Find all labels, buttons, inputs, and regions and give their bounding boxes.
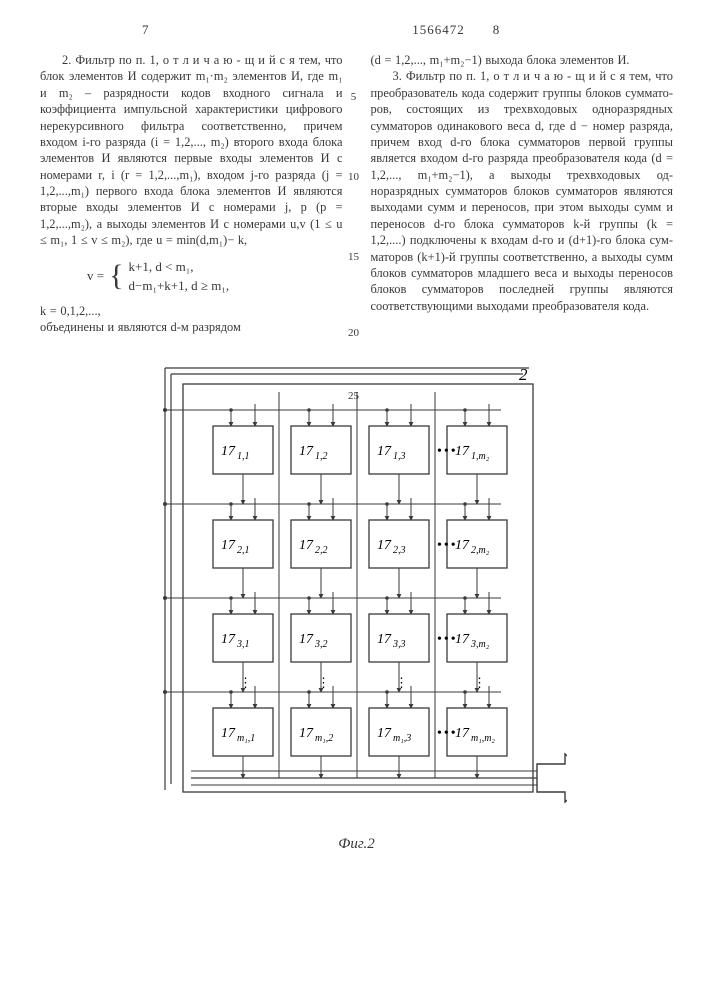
svg-text:17: 17 bbox=[221, 726, 236, 741]
svg-text:⋮: ⋮ bbox=[239, 675, 252, 690]
k-line: k = 0,1,2,..., bbox=[40, 303, 343, 319]
right-lead: (d = 1,2,..., m₁+m₂−1) выхода блока элем… bbox=[371, 52, 674, 68]
svg-text:3,3: 3,3 bbox=[392, 639, 406, 650]
svg-text:17: 17 bbox=[299, 726, 314, 741]
svg-text:3,m₂: 3,m₂ bbox=[470, 639, 490, 650]
svg-text:⋮: ⋮ bbox=[317, 675, 330, 690]
svg-text:•••: ••• bbox=[437, 538, 458, 553]
svg-text:17: 17 bbox=[299, 632, 314, 647]
svg-text:2,3: 2,3 bbox=[393, 545, 406, 556]
svg-text:•••: ••• bbox=[437, 726, 458, 741]
line-num: 5 bbox=[343, 91, 365, 103]
svg-text:1,1: 1,1 bbox=[237, 451, 250, 462]
page-num-right: 8 bbox=[465, 22, 673, 38]
svg-text:17: 17 bbox=[221, 444, 236, 459]
svg-text:1,3: 1,3 bbox=[393, 451, 406, 462]
svg-text:⋮: ⋮ bbox=[395, 675, 408, 690]
svg-text:17: 17 bbox=[377, 726, 392, 741]
svg-text:17: 17 bbox=[377, 538, 392, 553]
svg-text:2,m₂: 2,m₂ bbox=[471, 545, 490, 556]
svg-text:•••: ••• bbox=[437, 632, 458, 647]
tail-line: объединены и являются d-м разрядом bbox=[40, 319, 343, 335]
svg-text:2,1: 2,1 bbox=[237, 545, 250, 556]
svg-text:17: 17 bbox=[221, 632, 236, 647]
figure-caption: Фиг.2 bbox=[147, 836, 567, 853]
doc-number: 1566472 bbox=[412, 22, 465, 38]
svg-text:17: 17 bbox=[221, 538, 236, 553]
svg-text:•••: ••• bbox=[437, 444, 458, 459]
svg-text:17: 17 bbox=[299, 444, 314, 459]
svg-text:17: 17 bbox=[299, 538, 314, 553]
svg-text:m₁,1: m₁,1 bbox=[237, 733, 255, 744]
svg-text:⋮: ⋮ bbox=[473, 675, 486, 690]
svg-text:17: 17 bbox=[377, 632, 392, 647]
svg-text:m₁,m₂: m₁,m₂ bbox=[471, 733, 495, 744]
line-num: 15 bbox=[343, 251, 365, 263]
right-column: (d = 1,2,..., m₁+m₂−1) выхода блока элем… bbox=[371, 52, 674, 336]
line-num: 20 bbox=[343, 327, 365, 339]
line-num: 25 bbox=[343, 390, 365, 402]
svg-text:1,m₂: 1,m₂ bbox=[471, 451, 490, 462]
svg-text:2,2: 2,2 bbox=[315, 545, 328, 556]
formula-v: v = { k+1, d < m₁, d−m₁+k+1, d ≥ m₁, bbox=[86, 257, 343, 295]
claim-2-text: 2. Фильтр по п. 1, о т л и ч а ю - щ и й… bbox=[40, 52, 343, 249]
left-column: 2. Фильтр по п. 1, о т л и ч а ю - щ и й… bbox=[40, 52, 343, 336]
claim-3-text: 3. Фильтр по п. 1, о т л и ч а ю - щ и й… bbox=[371, 68, 674, 314]
svg-text:17: 17 bbox=[377, 444, 392, 459]
figure-2: 2171,1171,2171,3171,m₂•••172,1172,2172,3… bbox=[147, 362, 567, 853]
svg-text:m₁,2: m₁,2 bbox=[315, 733, 333, 744]
line-num: 10 bbox=[343, 171, 365, 183]
page-num-left: 7 bbox=[40, 22, 412, 38]
svg-text:3,1: 3,1 bbox=[236, 639, 250, 650]
svg-text:m₁,3: m₁,3 bbox=[393, 733, 411, 744]
svg-text:1,2: 1,2 bbox=[315, 451, 328, 462]
svg-text:3,2: 3,2 bbox=[314, 639, 328, 650]
